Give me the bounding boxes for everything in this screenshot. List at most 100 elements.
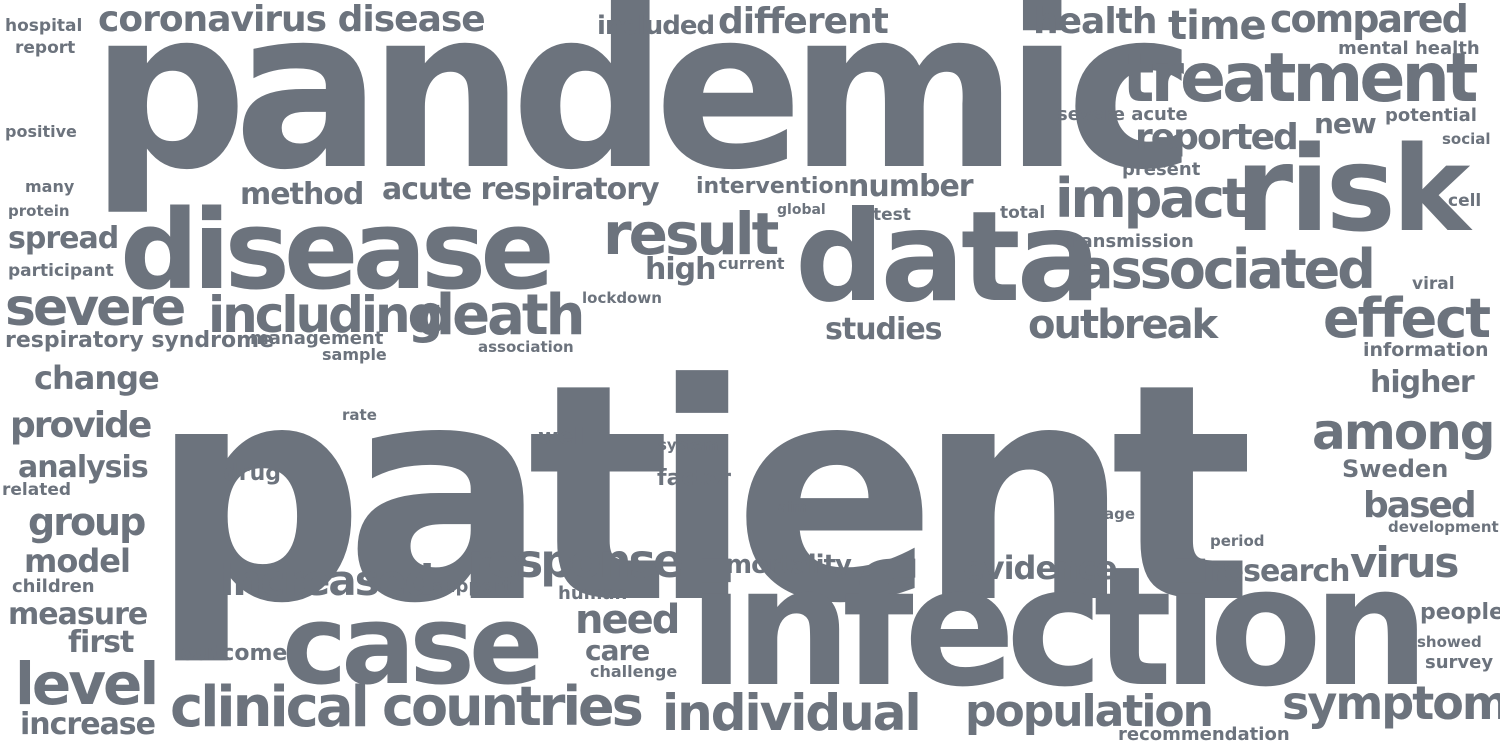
word-information: information — [1363, 339, 1489, 361]
word-response: response — [468, 534, 684, 588]
word-including: including — [208, 286, 443, 344]
word-new: new — [1314, 107, 1377, 140]
word-support: support — [432, 576, 512, 597]
word-method: method — [240, 177, 364, 212]
word-need: need — [575, 597, 680, 643]
word-death: death — [415, 283, 585, 348]
word-first: first — [68, 625, 134, 660]
word-studies: studies — [825, 312, 943, 347]
word-challenge: challenge — [590, 662, 678, 681]
word-associated: associated — [1077, 238, 1376, 301]
word-many: many — [25, 177, 75, 196]
word-outcome: outcome — [180, 641, 288, 666]
word-analysis: analysis — [18, 450, 149, 485]
word-sweden: Sweden — [1342, 455, 1449, 483]
word-care: care — [585, 634, 650, 667]
word-social: social — [1442, 130, 1491, 148]
word-survey: survey — [1425, 652, 1494, 673]
word-severe-acute: severe acute — [1057, 104, 1188, 125]
word-reported: reported — [1135, 117, 1299, 158]
word-level: level — [15, 650, 159, 718]
word-data: data — [795, 185, 1101, 330]
word-test: test — [873, 205, 911, 225]
word-intervention: intervention — [696, 174, 850, 199]
word-system: system — [658, 436, 719, 454]
word-impact: impact — [1055, 167, 1248, 230]
word-high: high — [645, 252, 716, 287]
word-sample: sample — [322, 345, 387, 364]
word-children: children — [12, 576, 95, 597]
word-research: research — [1210, 554, 1351, 589]
word-model: model — [24, 542, 131, 580]
word-infection: infection — [688, 531, 1430, 723]
word-disease: disease — [120, 186, 555, 314]
word-hospital: hospital — [5, 16, 83, 36]
word-countries: countries — [382, 675, 644, 738]
word-respiratory-syndrome: respiratory syndrome — [5, 328, 274, 353]
word-development: development — [1388, 518, 1499, 536]
word-aim: aim — [778, 500, 807, 516]
word-drug: drug — [223, 461, 282, 486]
word-mortality: mortality — [725, 550, 852, 580]
word-evidence: evidence — [963, 549, 1118, 587]
word-recommendation: recommendation — [1118, 724, 1290, 745]
word-effect: effect — [1323, 287, 1491, 350]
word-spread: spread — [8, 221, 119, 256]
word-report: report — [15, 38, 76, 58]
word-individual: individual — [662, 684, 922, 742]
word-time: time — [1168, 3, 1267, 49]
word-lockdown: lockdown — [582, 289, 662, 307]
word-higher: higher — [1370, 365, 1475, 400]
word-related: related — [2, 480, 72, 500]
word-human: human — [558, 583, 628, 604]
word-acute-respiratory: acute respiratory — [382, 172, 660, 207]
word-health: health — [1033, 1, 1158, 42]
word-treatment: treatment — [1122, 39, 1478, 118]
word-cell: cell — [1448, 191, 1482, 211]
word-symptom: symptom — [1282, 676, 1500, 730]
word-mental-health: mental health — [1338, 38, 1480, 59]
word-increase: increase — [20, 707, 156, 742]
word-people: people — [1420, 600, 1500, 625]
word-participant: participant — [8, 261, 114, 281]
word-change: change — [34, 359, 160, 397]
word-different: different — [718, 1, 889, 42]
word-measure: measure — [8, 597, 148, 632]
word-case: case — [282, 581, 544, 709]
word-rate: rate — [342, 406, 377, 424]
word-virus: virus — [1350, 538, 1459, 587]
word-risk: risk — [1235, 120, 1470, 258]
word-pandemic: pandemic — [90, 0, 1196, 218]
word-total: total — [1000, 203, 1046, 223]
word-clinical: clinical — [170, 675, 370, 740]
word-compared: compared — [1270, 0, 1469, 41]
word-patient: patient — [150, 320, 1254, 669]
word-global: global — [777, 202, 826, 218]
word-viral: viral — [1412, 274, 1455, 294]
word-among: among — [1312, 403, 1496, 461]
word-included: included — [597, 11, 715, 41]
word-result: result — [603, 200, 779, 268]
word-potential: potential — [1385, 105, 1477, 126]
word-severe: severe — [5, 278, 186, 338]
word-increased: increased — [220, 556, 434, 605]
word-transmission: transmission — [1063, 231, 1194, 252]
word-age: age — [1104, 505, 1136, 523]
word-based: based — [1363, 485, 1477, 526]
word-population: population — [965, 686, 1214, 737]
word-management: management — [250, 328, 384, 349]
word-protein: protein — [8, 202, 70, 220]
word-provide: provide — [10, 405, 152, 446]
word-factor: factor — [657, 466, 731, 491]
word-number: number — [848, 169, 974, 204]
word-well: well — [538, 425, 589, 450]
word-current: current — [718, 254, 785, 273]
word-coronavirus-disease: coronavirus disease — [98, 0, 486, 40]
word-association: association — [478, 338, 574, 356]
word-group: group — [28, 500, 146, 544]
word-present: present — [1122, 159, 1201, 180]
word-positive: positive — [5, 122, 77, 141]
word-showed: showed — [1417, 633, 1482, 651]
word-period: period — [1210, 532, 1265, 550]
